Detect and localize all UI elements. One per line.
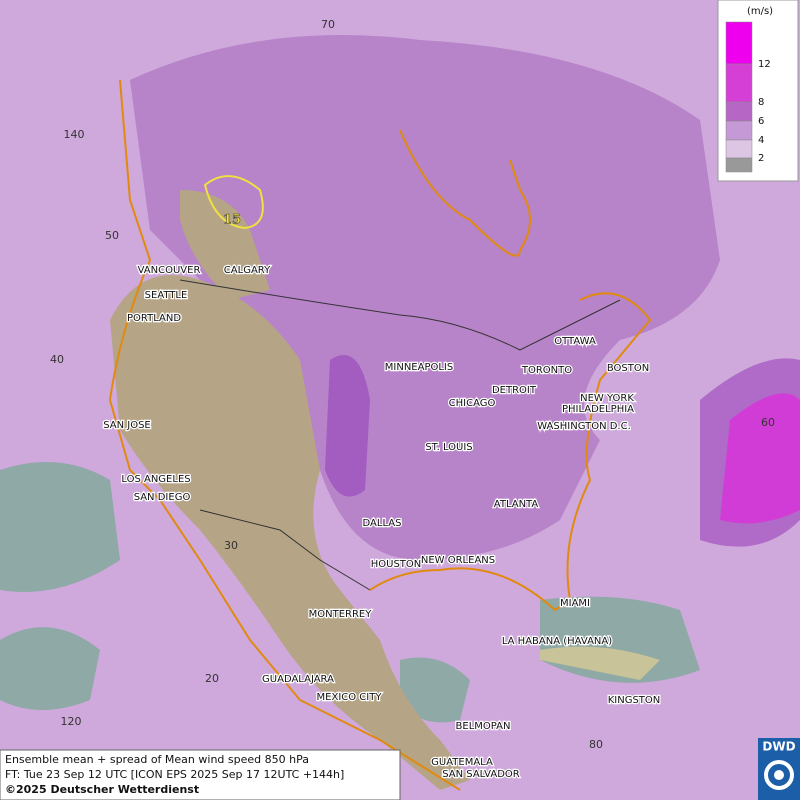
city-label: VANCOUVER: [138, 265, 201, 276]
logo-swirl: [774, 770, 784, 780]
footer-forecast: FT: Tue 23 Sep 12 UTC [ICON EPS 2025 Sep…: [5, 768, 344, 781]
footer-title: Ensemble mean + spread of Mean wind spee…: [5, 753, 309, 766]
grid-label: 80: [589, 738, 603, 751]
city-label: DETROIT: [492, 385, 537, 396]
legend-swatch: [725, 63, 753, 103]
coastline: [399, 129, 531, 257]
city-label: SAN DIEGO: [134, 492, 191, 503]
city-label: NEW YORK: [580, 393, 634, 404]
city-label: SAN SALVADOR: [442, 769, 519, 780]
legend-label: 4: [758, 135, 764, 146]
city-label: MONTERREY: [309, 609, 373, 620]
footer: [0, 749, 401, 800]
city-label: MINNEAPOLIS: [385, 362, 453, 373]
border: [199, 509, 371, 591]
coastline: [369, 292, 652, 612]
footer-copyright: ©2025 Deutscher Wetterdienst: [5, 783, 199, 796]
city-label: DALLAS: [363, 518, 402, 529]
contour-label: 15: [223, 213, 241, 228]
city-label: CHICAGO: [449, 398, 496, 409]
city-label: GUATEMALA: [431, 757, 493, 768]
city-label: MIAMI: [560, 598, 590, 609]
grid-label: 30: [224, 539, 238, 552]
city-label: LA HABANA (HAVANA): [502, 636, 612, 647]
terrain: [180, 190, 270, 300]
grid-label: 50: [105, 229, 119, 242]
city-label: KINGSTON: [608, 695, 661, 706]
city-label: ST. LOUIS: [425, 442, 472, 453]
city-label: GUADALAJARA: [262, 674, 334, 685]
legend-swatch: [725, 21, 753, 65]
city-label: NEW ORLEANS: [421, 555, 495, 566]
wind-region: [720, 393, 800, 524]
legend-label: 8: [758, 97, 764, 108]
logo-swirl: [764, 760, 794, 790]
legend-label: 12: [758, 59, 771, 70]
terrain: [110, 275, 470, 790]
city-label: MEXICO CITY: [317, 692, 383, 703]
border: [179, 279, 621, 351]
city-label: TORONTO: [521, 365, 572, 376]
legend-label: 6: [758, 116, 764, 127]
ocean-patch: [0, 462, 700, 723]
coastline: [108, 79, 461, 791]
wind-region: [130, 35, 720, 560]
legend-swatch: [725, 139, 753, 159]
grid-label: 140: [64, 128, 85, 141]
city-label: OTTAWA: [554, 336, 596, 347]
legend-swatch: [725, 120, 753, 141]
city-label: ATLANTA: [494, 499, 539, 510]
grid-label: 60: [761, 416, 775, 429]
legend-swatch: [725, 157, 753, 173]
city-label: HOUSTON: [371, 559, 422, 570]
wind-region: [325, 355, 370, 497]
city-label: PHILADELPHIA: [562, 404, 634, 415]
legend-swatch: [725, 101, 753, 122]
city-label: CALGARY: [224, 265, 271, 276]
city-label: BELMOPAN: [456, 721, 511, 732]
grid-label: 40: [50, 353, 64, 366]
city-label: SEATTLE: [145, 290, 188, 301]
terrain: [540, 646, 660, 680]
city-label: BOSTON: [607, 363, 649, 374]
legend-unit: (m/s): [747, 6, 773, 17]
city-label: SAN JOSE: [103, 420, 151, 431]
grid-label: 20: [205, 672, 219, 685]
legend-label: 2: [758, 153, 764, 164]
city-label: WASHINGTON D.C.: [537, 421, 631, 432]
contour: [203, 175, 264, 230]
logo-text: DWD: [762, 740, 795, 754]
city-label: LOS ANGELES: [121, 474, 190, 485]
grid-label: 120: [61, 715, 82, 728]
city-label: PORTLAND: [127, 313, 181, 324]
grid-label: 70: [321, 18, 335, 31]
